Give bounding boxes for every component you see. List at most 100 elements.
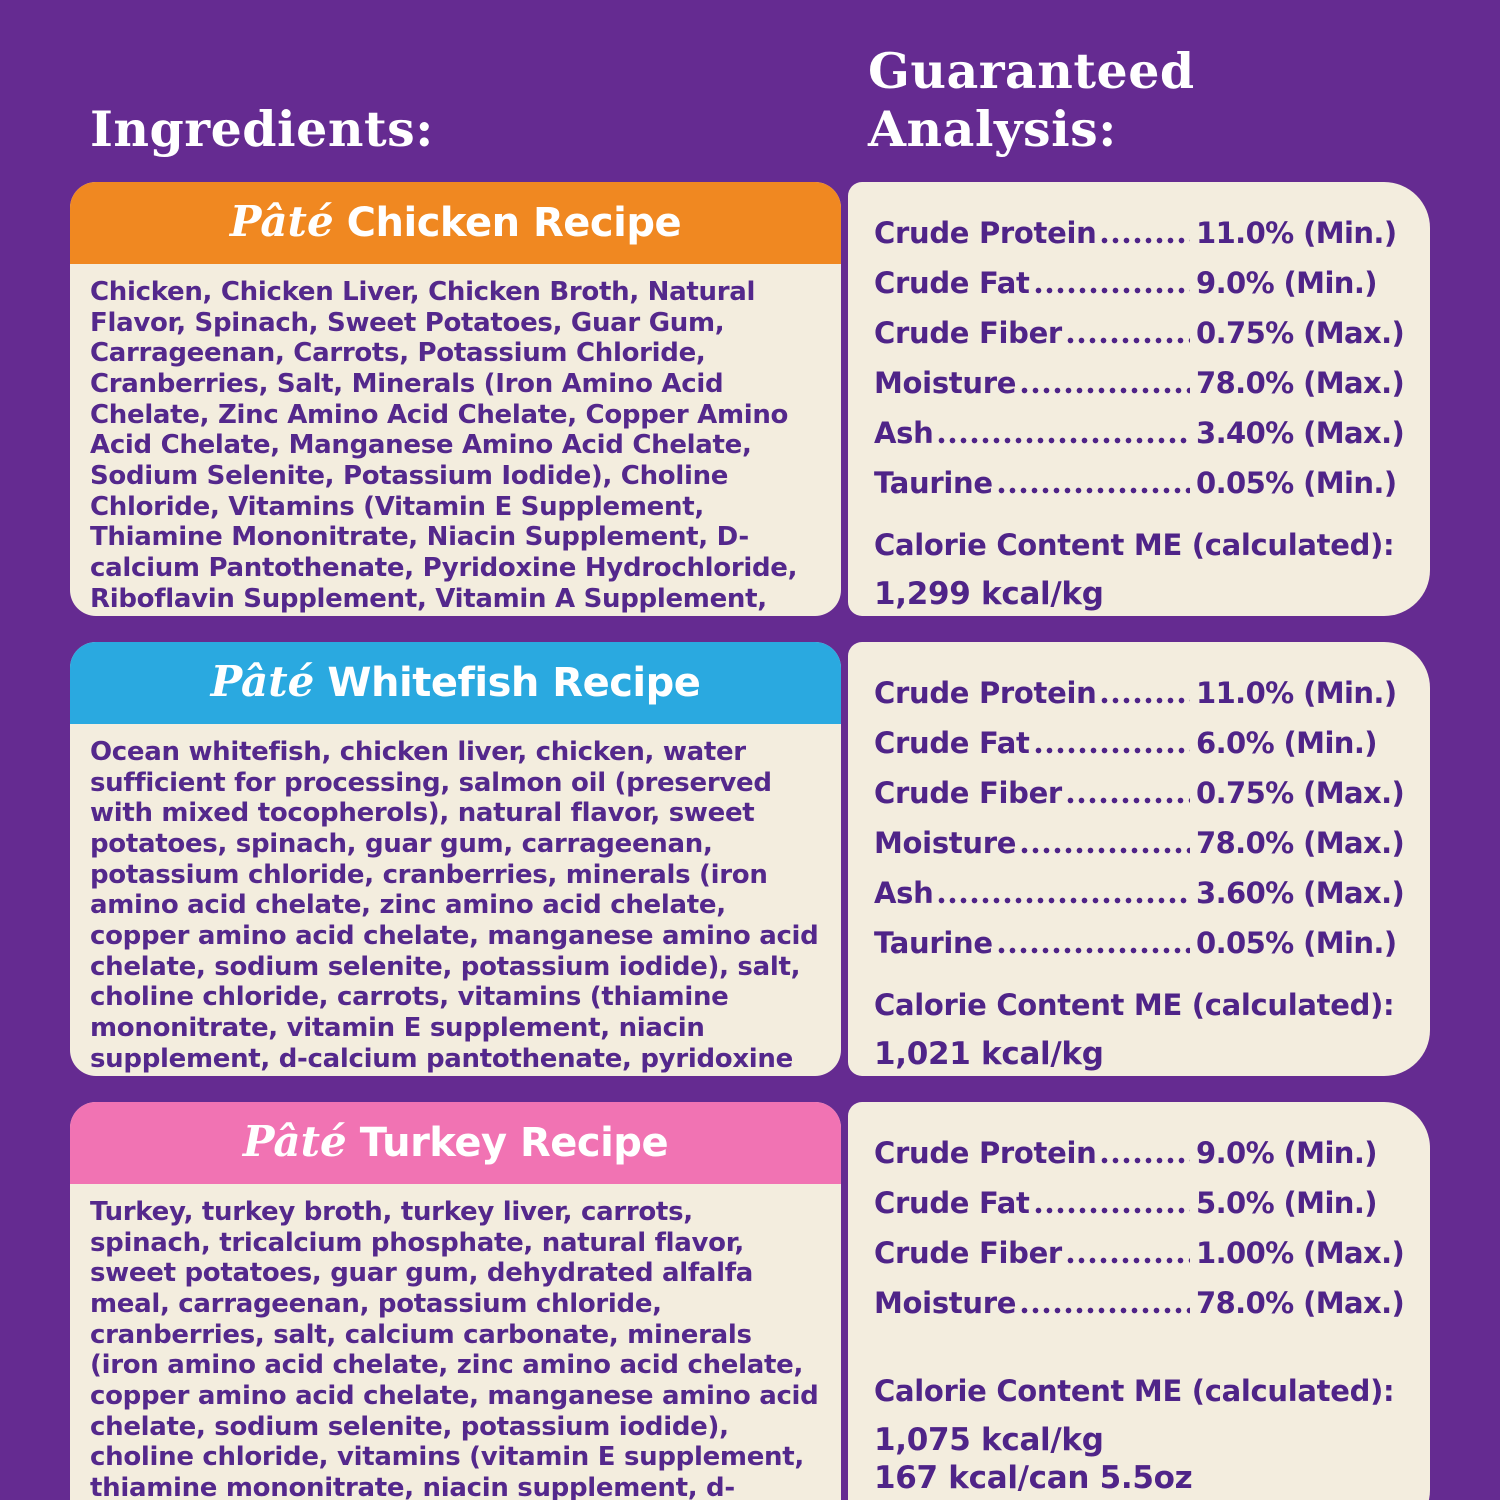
analysis-label: Crude Fiber [874, 316, 1062, 350]
analysis-row: Moisture 78.0% (Max.) [874, 366, 1408, 400]
pate-script-label: Pâté [242, 1116, 347, 1166]
recipe-row-turkey: Pâté Turkey Recipe Turkey, turkey broth,… [70, 1102, 1430, 1500]
whitefish-calorie-block: Calorie Content ME (calculated): 1,021 k… [874, 988, 1408, 1076]
section-headings: Ingredients: Guaranteed Analysis: [70, 42, 1430, 158]
analysis-value: 0.05% (Min.) [1196, 926, 1397, 960]
dotted-leader [996, 946, 1190, 955]
pate-script-label: Pâté [210, 656, 315, 706]
dotted-leader [1020, 1306, 1190, 1315]
analysis-label: Crude Fat [874, 726, 1030, 760]
analysis-value: 3.40% (Max.) [1196, 416, 1405, 450]
dotted-leader [1033, 746, 1190, 755]
calorie-heading: Calorie Content ME (calculated): [874, 1374, 1395, 1409]
calories-per-kg: 1,021 kcal/kg [874, 1036, 1104, 1072]
analysis-label: Crude Protein [874, 676, 1097, 710]
turkey-analysis-card: Crude Protein 9.0% (Min.) Crude Fat 5.0% (M… [848, 1102, 1430, 1500]
turkey-recipe-title: Turkey Recipe [359, 1120, 669, 1166]
analysis-row: Moisture 78.0% (Max.) [874, 826, 1408, 860]
analysis-value: 78.0% (Max.) [1196, 1286, 1405, 1320]
analysis-value: 9.0% (Min.) [1196, 266, 1378, 300]
analysis-row: Taurine 0.05% (Min.) [874, 926, 1408, 960]
analysis-value: 78.0% (Max.) [1196, 366, 1405, 400]
calories-per-kg: 1,075 kcal/kg [874, 1422, 1104, 1459]
ingredients-heading: Ingredients: [90, 100, 434, 158]
recipe-row-chicken: Pâté Chicken Recipe Chicken, Chicken Liv… [70, 182, 1430, 616]
analysis-value: 11.0% (Min.) [1196, 676, 1397, 710]
analysis-label: Crude Fiber [874, 1236, 1062, 1270]
analysis-row: Crude Fat 5.0% (Min.) [874, 1186, 1408, 1220]
dotted-leader [1020, 386, 1190, 395]
dotted-leader [996, 486, 1190, 495]
analysis-label: Crude Fat [874, 1186, 1030, 1220]
chicken-ingredients-text: Chicken, Chicken Liver, Chicken Broth, N… [90, 277, 798, 616]
guaranteed-analysis-heading: Guaranteed Analysis: [868, 42, 1195, 158]
analysis-value: 5.0% (Min.) [1196, 1186, 1378, 1220]
dotted-leader [1100, 1156, 1190, 1165]
turkey-ingredients-card: Pâté Turkey Recipe Turkey, turkey broth,… [70, 1102, 841, 1500]
analysis-row: Crude Protein 11.0% (Min.) [874, 216, 1408, 250]
analysis-label: Taurine [874, 926, 993, 960]
calorie-heading: Calorie Content ME (calculated): [874, 988, 1395, 1022]
analysis-row: Ash 3.60% (Max.) [874, 876, 1408, 910]
analysis-row: Crude Protein 11.0% (Min.) [874, 676, 1408, 710]
turkey-calorie-block: Calorie Content ME (calculated): 1,075 k… [874, 1374, 1408, 1498]
analysis-value: 11.0% (Min.) [1196, 216, 1397, 250]
whitefish-ingredients-card: Pâté Whitefish Recipe Ocean whitefish, c… [70, 642, 841, 1076]
recipe-row-whitefish: Pâté Whitefish Recipe Ocean whitefish, c… [70, 642, 1430, 1076]
chicken-ingredients-card: Pâté Chicken Recipe Chicken, Chicken Liv… [70, 182, 841, 616]
analysis-label: Taurine [874, 466, 993, 500]
turkey-recipe-header: Pâté Turkey Recipe [70, 1102, 841, 1184]
analysis-value: 9.0% (Min.) [1196, 1136, 1378, 1170]
analysis-value: 6.0% (Min.) [1196, 726, 1378, 760]
analysis-label: Ash [874, 416, 934, 450]
analysis-row: Crude Protein 9.0% (Min.) [874, 1136, 1408, 1170]
whitefish-analysis-card: Crude Protein 11.0% (Min.) Crude Fat 6.0% (… [848, 642, 1430, 1076]
turkey-analysis-list: Crude Protein 9.0% (Min.) Crude Fat 5.0% (M… [874, 1136, 1408, 1336]
chicken-recipe-title: Chicken Recipe [346, 200, 682, 246]
dotted-leader [937, 436, 1190, 445]
analysis-label: Crude Fiber [874, 776, 1062, 810]
analysis-row: Moisture 78.0% (Max.) [874, 1286, 1408, 1320]
calories-per-can: 159 kcal/can 5.5oz [874, 1074, 1408, 1076]
dotted-leader [1100, 696, 1190, 705]
analysis-row: Crude Fiber 0.75% (Max.) [874, 316, 1408, 350]
chicken-recipe-header: Pâté Chicken Recipe [70, 182, 841, 264]
analysis-label: Moisture [874, 366, 1017, 400]
analysis-value: 1.00% (Max.) [1196, 1236, 1405, 1270]
chicken-calorie-block: Calorie Content ME (calculated): 1,299 k… [874, 528, 1408, 616]
analysis-label: Moisture [874, 826, 1017, 860]
analysis-value: 78.0% (Max.) [1196, 826, 1405, 860]
chicken-analysis-card: Crude Protein 11.0% (Min.) Crude Fat 9.0% (… [848, 182, 1430, 616]
analysis-row: Taurine 0.05% (Min.) [874, 466, 1408, 500]
whitefish-recipe-title: Whitefish Recipe [327, 660, 701, 706]
analysis-value: 0.75% (Max.) [1196, 776, 1405, 810]
dotted-leader [937, 896, 1190, 905]
whitefish-recipe-header: Pâté Whitefish Recipe [70, 642, 841, 724]
dotted-leader [1065, 1256, 1190, 1265]
analysis-row: Crude Fiber 1.00% (Max.) [874, 1236, 1408, 1270]
analysis-value: 0.05% (Min.) [1196, 466, 1397, 500]
analysis-value: 0.75% (Max.) [1196, 316, 1405, 350]
analysis-row: Ash 3.40% (Max.) [874, 416, 1408, 450]
turkey-ingredients-text: Turkey, turkey broth, turkey liver, carr… [90, 1197, 819, 1500]
whitefish-analysis-list: Crude Protein 11.0% (Min.) Crude Fat 6.0% (… [874, 676, 1408, 976]
analysis-row: Crude Fat 6.0% (Min.) [874, 726, 1408, 760]
calorie-heading: Calorie Content ME (calculated): [874, 528, 1395, 562]
calories-per-kg: 1,299 kcal/kg [874, 576, 1104, 612]
dotted-leader [1065, 336, 1190, 345]
dotted-leader [1020, 846, 1190, 855]
analysis-value: 3.60% (Max.) [1196, 876, 1405, 910]
analysis-label: Moisture [874, 1286, 1017, 1320]
analysis-label: Crude Fat [874, 266, 1030, 300]
analysis-label: Crude Protein [874, 1136, 1097, 1170]
pate-script-label: Pâté [229, 196, 334, 246]
analysis-row: Crude Fiber 0.75% (Max.) [874, 776, 1408, 810]
whitefish-ingredients-text: Ocean whitefish, chicken liver, chicken,… [90, 737, 819, 1076]
chicken-analysis-list: Crude Protein 11.0% (Min.) Crude Fat 9.0% (… [874, 216, 1408, 516]
dotted-leader [1033, 286, 1190, 295]
analysis-label: Crude Protein [874, 216, 1097, 250]
analysis-row: Crude Fat 9.0% (Min.) [874, 266, 1408, 300]
dotted-leader [1065, 796, 1190, 805]
analysis-label: Ash [874, 876, 934, 910]
